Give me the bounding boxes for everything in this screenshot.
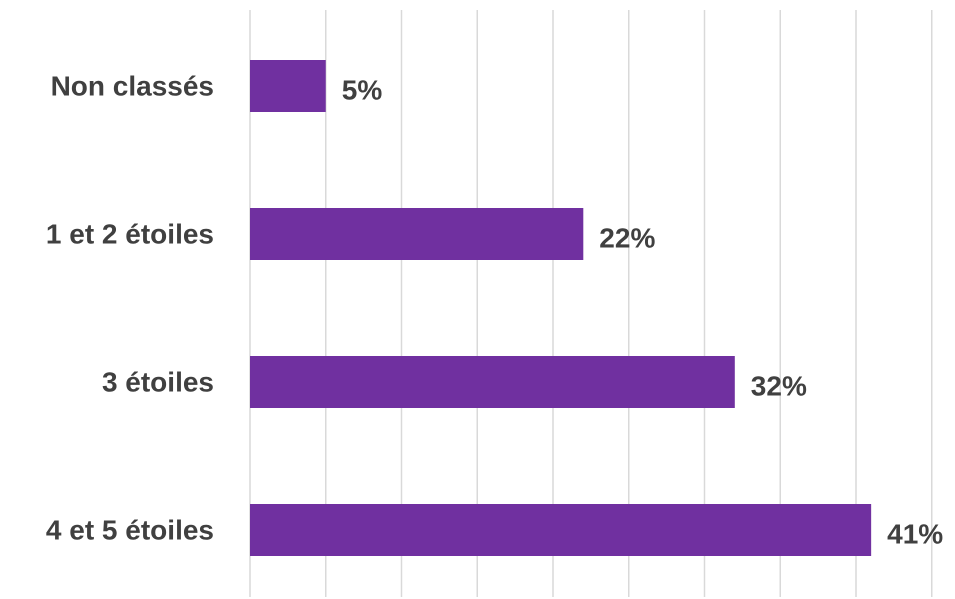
value-label: 22% [599, 223, 655, 254]
bars-group [250, 60, 872, 556]
bar [250, 208, 584, 260]
bar [250, 60, 326, 112]
value-label: 5% [342, 75, 383, 106]
category-label: Non classés [51, 71, 214, 102]
value-label: 32% [751, 371, 807, 402]
bar [250, 504, 872, 556]
category-labels: Non classés 1 et 2 étoiles 3 étoiles 4 et 5… [46, 71, 214, 546]
category-label: 3 étoiles [102, 367, 214, 398]
category-label: 4 et 5 étoiles [46, 515, 214, 546]
bar [250, 356, 735, 408]
value-label: 41% [887, 519, 943, 550]
category-label: 1 et 2 étoiles [46, 219, 214, 250]
value-labels: 5% 22% 32% 41% [342, 75, 944, 550]
